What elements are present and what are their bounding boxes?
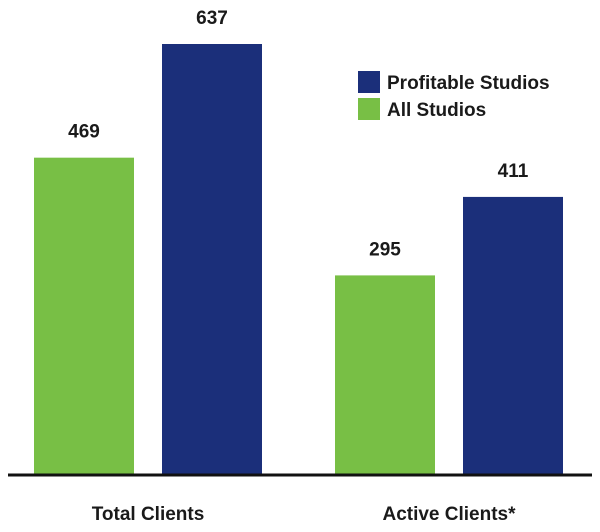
bars-group	[34, 44, 563, 476]
value-label-total-clients-profitable-studios: 637	[196, 8, 228, 29]
legend-label-profitable-studios: Profitable Studios	[387, 73, 550, 94]
bar-total-clients-profitable-studios	[162, 44, 262, 475]
legend: Profitable Studios All Studios	[358, 71, 550, 121]
legend-swatch-profitable-studios	[358, 71, 380, 93]
value-label-active-clients-all-studios: 295	[369, 239, 401, 260]
category-label-active-clients: Active Clients*	[382, 504, 516, 525]
bar-active-clients-all-studios	[335, 275, 435, 475]
category-label-total-clients: Total Clients	[92, 504, 205, 525]
value-labels-group: 469 637 295 411	[68, 8, 529, 260]
category-labels-group: Total Clients Active Clients*	[92, 504, 516, 525]
bar-active-clients-profitable-studios	[463, 196, 563, 476]
value-label-total-clients-all-studios: 469	[68, 122, 100, 143]
bar-total-clients-all-studios	[34, 157, 134, 475]
value-label-active-clients-profitable-studios: 411	[498, 161, 529, 182]
legend-swatch-all-studios	[358, 98, 380, 120]
legend-label-all-studios: All Studios	[387, 100, 486, 121]
